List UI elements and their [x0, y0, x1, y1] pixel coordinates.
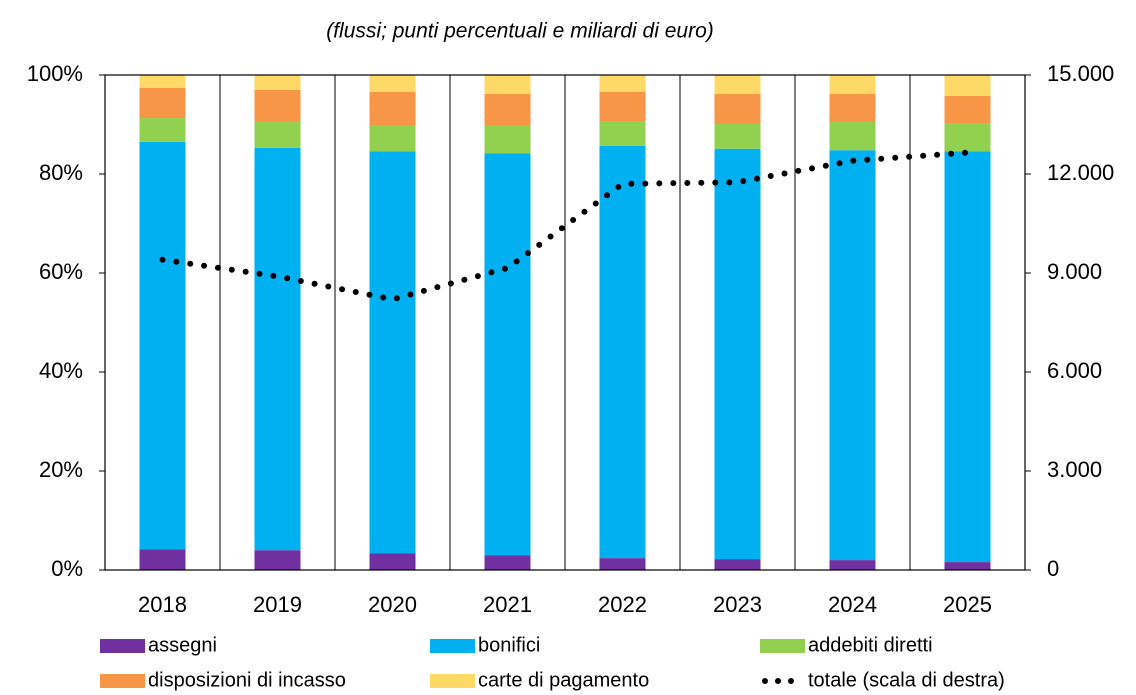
bar-segment [714, 148, 761, 560]
bar-segment [714, 559, 761, 570]
bar-segment [829, 122, 876, 151]
bar-segment [944, 562, 991, 570]
bar-segment [829, 75, 876, 94]
bar-segment [369, 124, 416, 152]
y2-tick-label: 3.000 [1047, 457, 1102, 482]
bar-segment [139, 118, 186, 142]
y-tick-label: 20% [39, 457, 83, 482]
bar-segment [254, 122, 301, 148]
y-tick-label: 100% [27, 61, 83, 86]
bar-segment [369, 75, 416, 92]
x-tick-label: 2021 [483, 592, 532, 617]
bar-segment [254, 89, 301, 123]
bar-segment [599, 91, 646, 122]
y2-tick-label: 6.000 [1047, 358, 1102, 383]
bar-segment [944, 75, 991, 96]
bar-segment [714, 124, 761, 149]
bar-segment [829, 150, 876, 561]
y-tick-label: 40% [39, 358, 83, 383]
legend-swatch [760, 639, 805, 653]
bar-segment [139, 141, 186, 550]
y2-tick-label: 9.000 [1047, 259, 1102, 284]
bar-segment [944, 151, 991, 563]
legend-label: assegni [148, 634, 217, 656]
y2-tick-label: 12.000 [1047, 160, 1114, 185]
x-tick-label: 2023 [713, 592, 762, 617]
bar-segment [484, 93, 531, 125]
x-tick-label: 2020 [368, 592, 417, 617]
y2-tick-label: 0 [1047, 556, 1059, 581]
bar-segment [484, 75, 531, 94]
bar-segment [599, 558, 646, 570]
bar-segment [714, 93, 761, 125]
legend-label: totale (scala di destra) [808, 669, 1005, 691]
legend-swatch [100, 674, 145, 688]
x-tick-label: 2025 [943, 592, 992, 617]
bar-segment [139, 87, 186, 119]
legend-label: disposizioni di incasso [148, 669, 346, 691]
legend-label: bonifici [478, 634, 540, 656]
bar-segment [254, 550, 301, 570]
bar-segment [829, 560, 876, 570]
x-tick-label: 2024 [828, 592, 877, 617]
bar-segment [944, 95, 991, 124]
bar-segment [599, 145, 646, 559]
x-tick-label: 2018 [138, 592, 187, 617]
bar-segment [139, 75, 186, 88]
bar-segment [139, 549, 186, 570]
bar-segment [599, 75, 646, 92]
bar-segment [829, 93, 876, 123]
bar-segment [369, 91, 416, 125]
y-tick-label: 80% [39, 160, 83, 185]
y2-tick-label: 15.000 [1047, 61, 1114, 86]
bar-segment [484, 153, 531, 556]
bar-segment [484, 555, 531, 570]
x-tick-label: 2022 [598, 592, 647, 617]
legend-label: addebiti diretti [808, 634, 933, 656]
bar-segment [254, 75, 301, 90]
legend-swatch [100, 639, 145, 653]
x-tick-label: 2019 [253, 592, 302, 617]
y-tick-label: 0% [51, 556, 83, 581]
plot-frame [104, 74, 1026, 571]
bar-segment [599, 121, 646, 146]
legend-swatch [430, 639, 475, 653]
bar-segment [944, 123, 991, 152]
bar-segment [254, 147, 301, 551]
bar-segment [369, 151, 416, 554]
chart-subtitle: (flussi; punti percentuali e miliardi di… [326, 20, 714, 43]
y-tick-label: 60% [39, 259, 83, 284]
bar-segment [369, 553, 416, 570]
legend-swatch [430, 674, 475, 688]
bar-segment [484, 124, 531, 154]
bar-segment [714, 75, 761, 94]
legend-label: carte di pagamento [478, 669, 649, 691]
